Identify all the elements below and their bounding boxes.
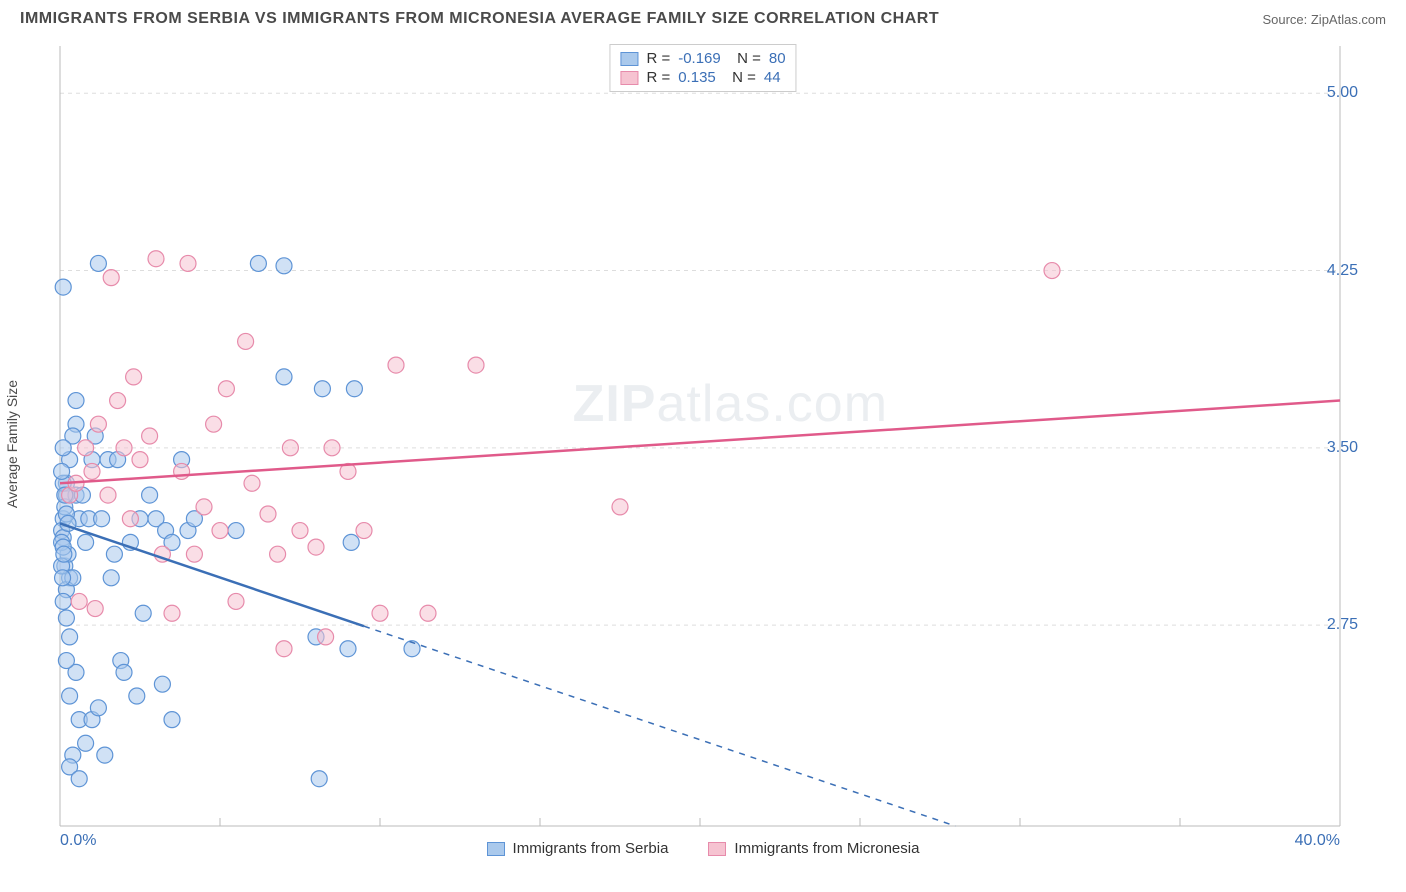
legend-label-serbia: Immigrants from Serbia bbox=[513, 840, 669, 857]
legend-item-serbia: Immigrants from Serbia bbox=[487, 840, 669, 857]
legend-n-label: N = bbox=[729, 50, 761, 67]
swatch-micronesia bbox=[708, 842, 726, 856]
legend-row-serbia: R = -0.169 N = 80 bbox=[620, 49, 785, 68]
swatch-micronesia bbox=[620, 71, 638, 85]
series-legend: Immigrants from Serbia Immigrants from M… bbox=[0, 836, 1406, 857]
legend-label-micronesia: Immigrants from Micronesia bbox=[734, 840, 919, 857]
y-tick-label: 3.50 bbox=[1327, 439, 1358, 457]
legend-item-micronesia: Immigrants from Micronesia bbox=[708, 840, 919, 857]
y-tick-label: 2.75 bbox=[1327, 616, 1358, 634]
y-tick-label: 5.00 bbox=[1327, 84, 1358, 102]
scatter-chart bbox=[20, 36, 1360, 836]
source-prefix: Source: bbox=[1262, 12, 1310, 27]
chart-container: Average Family Size ZIPatlas.com R = -0.… bbox=[20, 36, 1386, 836]
legend-r-value-micronesia: 0.135 bbox=[678, 69, 716, 86]
legend-n-value-micronesia: 44 bbox=[764, 69, 781, 86]
x-tick-label: 40.0% bbox=[1295, 832, 1340, 850]
source-link[interactable]: ZipAtlas.com bbox=[1311, 12, 1386, 27]
source-attribution: Source: ZipAtlas.com bbox=[1262, 12, 1386, 27]
legend-n-label: N = bbox=[724, 69, 756, 86]
correlation-legend: R = -0.169 N = 80 R = 0.135 N = 44 bbox=[609, 44, 796, 92]
swatch-serbia bbox=[620, 52, 638, 66]
x-tick-label: 0.0% bbox=[60, 832, 96, 850]
legend-n-value-serbia: 80 bbox=[769, 50, 786, 67]
legend-r-label: R = bbox=[646, 69, 670, 86]
y-tick-label: 4.25 bbox=[1327, 262, 1358, 280]
legend-r-label: R = bbox=[646, 50, 670, 67]
y-axis-label: Average Family Size bbox=[4, 380, 20, 508]
legend-r-value-serbia: -0.169 bbox=[678, 50, 721, 67]
chart-title: IMMIGRANTS FROM SERBIA VS IMMIGRANTS FRO… bbox=[20, 10, 939, 28]
swatch-serbia bbox=[487, 842, 505, 856]
legend-row-micronesia: R = 0.135 N = 44 bbox=[620, 68, 785, 87]
